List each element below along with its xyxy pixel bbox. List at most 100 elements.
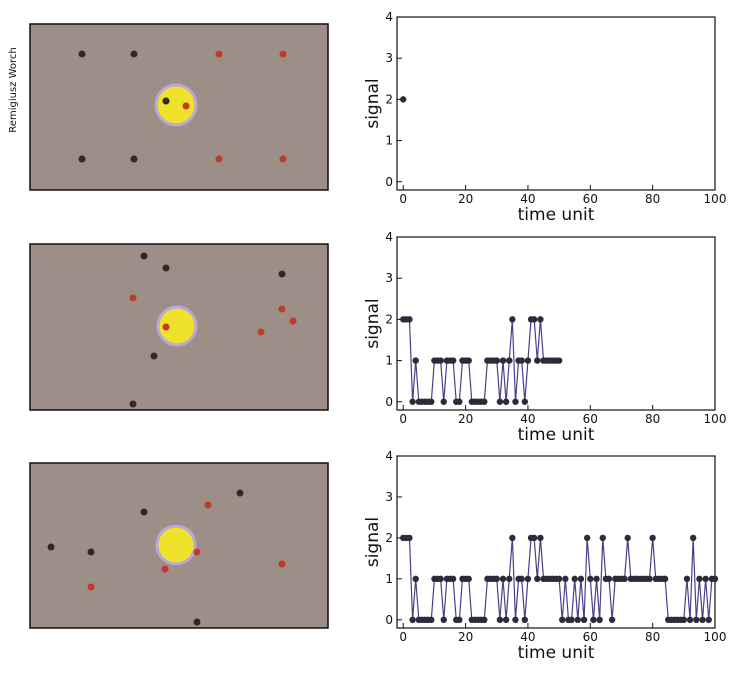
signal-point (699, 616, 706, 624)
y-tick-label: 1 (385, 572, 393, 586)
signal-point (465, 575, 472, 583)
signal-point (437, 575, 444, 583)
signal-point (409, 398, 416, 405)
x-tick-label: 60 (583, 412, 598, 426)
signal-point (649, 534, 656, 542)
signal-point (555, 357, 563, 364)
x-axis-label: time unit (518, 205, 595, 225)
signal-point (493, 357, 500, 364)
y-tick-label: 1 (385, 354, 393, 368)
y-tick-label: 3 (385, 51, 393, 65)
signal-point (593, 575, 600, 583)
x-tick-label: 100 (704, 412, 727, 426)
signal-point (605, 575, 613, 583)
signal-point (702, 575, 709, 583)
signal-point (509, 316, 516, 323)
signal-point (686, 616, 694, 624)
x-tick-label: 20 (458, 412, 473, 426)
signal-point (428, 398, 435, 405)
signal-point (683, 575, 691, 583)
signal-point (409, 616, 416, 624)
signal-point (621, 575, 628, 583)
y-tick-label: 2 (385, 92, 393, 106)
y-tick-label: 0 (385, 175, 393, 189)
signal-point (518, 575, 525, 583)
x-tick-label: 0 (399, 412, 407, 426)
signal-point (537, 534, 544, 542)
y-tick-label: 2 (385, 312, 393, 326)
x-tick-label: 40 (520, 412, 535, 426)
y-tick-label: 3 (385, 490, 393, 504)
signal-point (400, 96, 407, 103)
y-axis-label: signal (363, 517, 383, 567)
signal-point (456, 616, 463, 624)
signal-point (680, 616, 688, 624)
signal-point (571, 575, 578, 583)
signal-point (608, 616, 616, 624)
signal-point (428, 616, 435, 624)
y-tick-label: 3 (385, 271, 393, 285)
signal-point (599, 534, 606, 542)
signal-point (530, 534, 538, 542)
signal-point (499, 575, 507, 583)
signal-point (509, 534, 516, 542)
signal-point (512, 398, 519, 405)
x-tick-label: 100 (704, 630, 727, 644)
signal-point (580, 616, 588, 624)
plot-frame (396, 236, 716, 411)
signal-point (559, 616, 566, 624)
x-tick-label: 60 (583, 192, 598, 206)
signal-point (499, 357, 507, 364)
signal-point (496, 616, 504, 624)
signal-point (493, 575, 500, 583)
plot-frame (396, 455, 716, 629)
signal-point (696, 575, 703, 583)
signal-point (577, 575, 585, 583)
signal-point (574, 616, 582, 624)
signal-point (693, 616, 700, 624)
y-tick-label: 2 (385, 531, 393, 545)
x-tick-label: 0 (399, 192, 407, 206)
signal-point (590, 616, 597, 624)
signal-point (506, 357, 513, 364)
signal-point (530, 316, 538, 323)
credit: Remigiusz Worch (8, 47, 19, 132)
y-axis-label: signal (363, 298, 383, 348)
y-tick-label: 1 (385, 134, 393, 148)
signal-point (437, 357, 444, 364)
signal-point (456, 398, 463, 405)
signal-point (705, 616, 712, 624)
x-tick-label: 80 (645, 630, 660, 644)
signal-point (534, 575, 541, 583)
signal-point (587, 575, 594, 583)
x-axis-label: time unit (518, 425, 595, 445)
signal-point (524, 357, 532, 364)
x-tick-label: 80 (645, 412, 660, 426)
signal-point (412, 575, 419, 583)
signal-point (481, 398, 488, 405)
x-tick-label: 0 (399, 630, 407, 644)
signal-point (555, 575, 563, 583)
signal-point (449, 575, 457, 583)
x-tick-label: 60 (583, 630, 598, 644)
signal-point (568, 616, 575, 624)
signal-point (412, 357, 419, 364)
y-axis-label: signal (363, 78, 383, 128)
x-tick-label: 100 (704, 192, 727, 206)
simulation-panel (29, 243, 329, 411)
y-tick-label: 4 (385, 230, 393, 244)
x-axis-label: time unit (518, 643, 595, 663)
x-tick-label: 40 (520, 192, 535, 206)
signal-point (440, 616, 447, 624)
signal-point (583, 534, 591, 542)
signal-point (465, 357, 472, 364)
plot-frame (396, 16, 716, 191)
signal-point (624, 534, 631, 542)
x-tick-label: 80 (645, 192, 660, 206)
signal-point (646, 575, 653, 583)
signal-point (711, 575, 719, 583)
y-tick-label: 0 (385, 395, 393, 409)
signal-point (521, 616, 529, 624)
signal-point (406, 316, 413, 323)
